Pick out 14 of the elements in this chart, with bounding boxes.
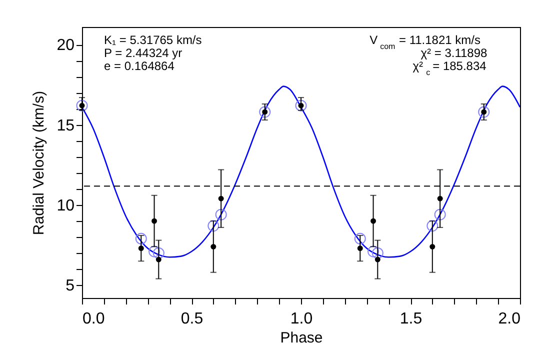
x-tick-label: 2.0 (498, 310, 521, 328)
x-tick-label: 1.5 (400, 310, 422, 328)
x-tick-label: 0.5 (180, 310, 204, 328)
x-tick-label: 0.0 (82, 310, 105, 328)
annotation: e = 0.164864 (104, 59, 175, 73)
y-tick-label: 15 (56, 117, 75, 134)
annotation: K₁ = 5.31765 km/s (104, 33, 202, 47)
y-tick-label: 10 (56, 197, 75, 214)
y-tick-label: 5 (66, 278, 75, 295)
y-axis-title: Radial Velocity (km/s) (30, 90, 48, 236)
annotation: P = 2.44324 yr (104, 46, 182, 60)
x-tick-label: 1.0 (290, 310, 313, 328)
x-axis-title: Phase (280, 330, 323, 346)
y-tick-label: 20 (56, 37, 75, 54)
